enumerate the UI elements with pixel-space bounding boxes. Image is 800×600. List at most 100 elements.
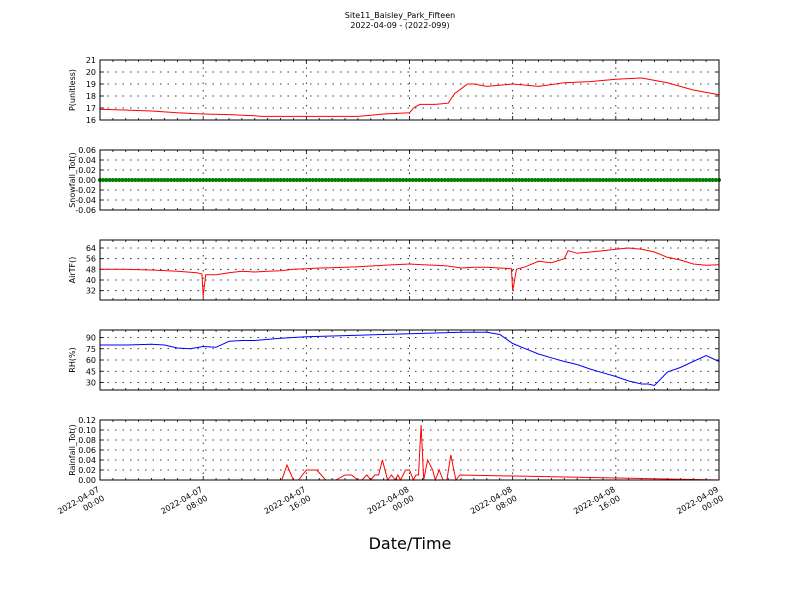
data-point bbox=[381, 178, 386, 182]
data-point bbox=[339, 178, 344, 182]
data-point bbox=[539, 178, 544, 182]
data-point bbox=[214, 178, 219, 182]
data-point bbox=[455, 178, 460, 182]
data-point bbox=[343, 178, 348, 182]
data-point bbox=[488, 178, 493, 182]
data-point bbox=[600, 178, 605, 182]
y-tick-label: 64 bbox=[86, 244, 96, 253]
data-point bbox=[149, 178, 154, 182]
data-point bbox=[484, 178, 489, 182]
data-point bbox=[333, 178, 338, 182]
data-point bbox=[604, 178, 609, 182]
data-point bbox=[394, 178, 399, 182]
data-point bbox=[633, 178, 638, 182]
data-point bbox=[114, 178, 119, 182]
data-point bbox=[710, 178, 715, 182]
data-point bbox=[629, 178, 634, 182]
y-tick-label: 0.02 bbox=[78, 466, 96, 475]
series-line bbox=[100, 424, 720, 482]
data-point bbox=[372, 178, 377, 182]
x-tick-label: 2022-04-0816:00 bbox=[572, 485, 622, 525]
data-point bbox=[681, 178, 686, 182]
data-point bbox=[365, 178, 370, 182]
x-tick-label: 2022-04-0708:00 bbox=[159, 485, 209, 525]
data-point bbox=[288, 178, 293, 182]
data-point bbox=[471, 178, 476, 182]
data-point bbox=[533, 178, 538, 182]
data-point bbox=[384, 178, 389, 182]
data-point bbox=[584, 178, 589, 182]
data-point bbox=[568, 178, 573, 182]
data-point bbox=[704, 178, 709, 182]
data-point bbox=[291, 178, 296, 182]
data-point bbox=[262, 178, 267, 182]
data-point bbox=[475, 178, 480, 182]
series-line bbox=[99, 77, 720, 117]
data-point bbox=[581, 178, 586, 182]
y-tick-label: 60 bbox=[86, 356, 96, 365]
data-point bbox=[430, 178, 435, 182]
data-point bbox=[546, 178, 551, 182]
data-point bbox=[436, 178, 441, 182]
data-point bbox=[226, 178, 231, 182]
data-point bbox=[265, 178, 270, 182]
data-point bbox=[404, 178, 409, 182]
plot-frame bbox=[99, 329, 720, 391]
data-point bbox=[526, 178, 531, 182]
data-point bbox=[671, 178, 676, 182]
data-point bbox=[449, 178, 454, 182]
data-point bbox=[552, 178, 557, 182]
x-tick-label: 2022-04-0716:00 bbox=[263, 485, 313, 525]
data-point bbox=[530, 178, 535, 182]
data-point bbox=[359, 178, 364, 182]
data-point bbox=[207, 178, 212, 182]
data-point bbox=[684, 178, 689, 182]
data-point bbox=[278, 178, 283, 182]
data-point bbox=[362, 178, 367, 182]
data-point bbox=[175, 178, 180, 182]
data-point bbox=[675, 178, 680, 182]
data-point bbox=[349, 178, 354, 182]
panel-2: -0.06-0.04-0.020.000.020.040.06Snowfall_… bbox=[68, 146, 721, 215]
data-point bbox=[413, 178, 418, 182]
panel-4: 30 45 60 75 90 RH(%) bbox=[68, 329, 720, 391]
y-tick-label: 0.00 bbox=[78, 176, 96, 185]
y-tick-label: 20 bbox=[86, 68, 96, 77]
data-point bbox=[168, 178, 173, 182]
data-point bbox=[617, 178, 622, 182]
data-point bbox=[107, 178, 112, 182]
data-point bbox=[217, 178, 222, 182]
data-point bbox=[281, 178, 286, 182]
data-point bbox=[520, 178, 525, 182]
data-point bbox=[620, 178, 625, 182]
y-tick-label: 56 bbox=[86, 255, 96, 264]
data-point bbox=[452, 178, 457, 182]
y-tick-label: 18 bbox=[86, 92, 96, 101]
x-tick-label: 2022-04-0700:00 bbox=[56, 485, 106, 525]
plot-frame bbox=[99, 239, 720, 301]
y-tick-label: 17 bbox=[86, 104, 96, 113]
data-point bbox=[562, 178, 567, 182]
data-point bbox=[713, 178, 718, 182]
plot-frame bbox=[99, 59, 720, 121]
data-point bbox=[494, 178, 499, 182]
data-point bbox=[101, 178, 106, 182]
data-point bbox=[623, 178, 628, 182]
data-point bbox=[268, 178, 273, 182]
data-point bbox=[410, 178, 415, 182]
y-tick-label: 0.02 bbox=[78, 166, 96, 175]
data-point bbox=[517, 178, 522, 182]
data-point bbox=[500, 178, 505, 182]
y-tick-label: -0.06 bbox=[75, 206, 96, 215]
data-point bbox=[691, 178, 696, 182]
data-point bbox=[513, 178, 518, 182]
data-point bbox=[110, 178, 115, 182]
y-tick-label: 40 bbox=[86, 276, 96, 285]
x-tick-label: 2022-04-0808:00 bbox=[469, 485, 519, 525]
y-tick-label: 0.12 bbox=[78, 416, 96, 425]
y-tick-label: 16 bbox=[86, 116, 96, 125]
data-point bbox=[607, 178, 612, 182]
data-point bbox=[578, 178, 583, 182]
data-point bbox=[446, 178, 451, 182]
